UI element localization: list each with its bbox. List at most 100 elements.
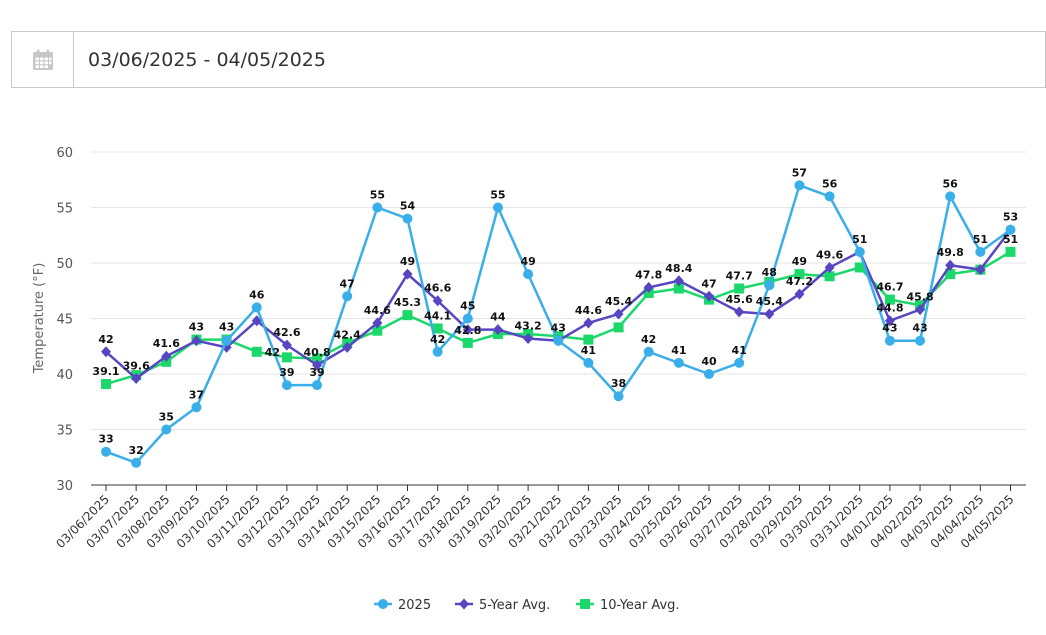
- data-point[interactable]: [251, 346, 262, 357]
- data-point[interactable]: [402, 310, 413, 321]
- data-point[interactable]: [884, 294, 895, 305]
- data-point[interactable]: [372, 317, 383, 329]
- data-point[interactable]: [583, 317, 594, 329]
- data-point[interactable]: [161, 424, 172, 435]
- data-point[interactable]: [673, 275, 684, 287]
- data-point[interactable]: [101, 346, 111, 358]
- data-point[interactable]: [794, 269, 805, 280]
- data-point[interactable]: [101, 446, 111, 457]
- data-point[interactable]: [402, 268, 413, 280]
- data-point[interactable]: [462, 313, 473, 324]
- data-point[interactable]: [854, 246, 865, 257]
- data-point[interactable]: [884, 315, 895, 327]
- data-label: 56: [822, 177, 838, 190]
- data-point[interactable]: [704, 290, 714, 302]
- data-point[interactable]: [673, 357, 684, 368]
- data-point[interactable]: [1005, 224, 1016, 235]
- data-point[interactable]: [191, 335, 202, 347]
- data-point[interactable]: [854, 262, 865, 273]
- data-point[interactable]: [523, 269, 534, 280]
- data-point[interactable]: [583, 334, 594, 345]
- y-tick-label: 30: [56, 479, 73, 494]
- data-label: 45.3: [394, 296, 421, 309]
- data-point[interactable]: [101, 378, 111, 389]
- data-point[interactable]: [342, 341, 353, 353]
- data-point[interactable]: [523, 332, 534, 344]
- data-point[interactable]: [251, 302, 262, 313]
- data-label: 49.8: [937, 246, 964, 259]
- data-point[interactable]: [915, 304, 926, 316]
- data-point[interactable]: [764, 280, 775, 291]
- data-point[interactable]: [432, 323, 443, 334]
- data-point[interactable]: [402, 213, 413, 224]
- data-point[interactable]: [372, 325, 383, 336]
- data-point[interactable]: [131, 372, 142, 384]
- legend-item[interactable]: 2025: [374, 598, 431, 613]
- data-point[interactable]: [643, 287, 654, 298]
- data-point[interactable]: [312, 353, 323, 364]
- data-point[interactable]: [915, 335, 926, 346]
- data-point[interactable]: [824, 271, 835, 282]
- data-point[interactable]: [794, 180, 805, 191]
- data-label: 39: [309, 366, 324, 379]
- date-range-value[interactable]: 03/06/2025 - 04/05/2025: [88, 48, 326, 71]
- data-point[interactable]: [945, 269, 956, 280]
- data-point[interactable]: [312, 380, 323, 391]
- data-point[interactable]: [945, 191, 956, 202]
- data-point[interactable]: [734, 357, 745, 368]
- data-point[interactable]: [281, 352, 292, 363]
- data-point[interactable]: [432, 295, 443, 307]
- data-point[interactable]: [553, 335, 564, 346]
- data-point[interactable]: [643, 281, 654, 293]
- data-point[interactable]: [583, 357, 594, 368]
- data-point[interactable]: [824, 261, 835, 273]
- data-point[interactable]: [372, 202, 383, 213]
- data-label: 33: [98, 433, 113, 446]
- data-label: 55: [490, 189, 505, 202]
- data-point[interactable]: [281, 339, 292, 351]
- data-point[interactable]: [191, 402, 202, 413]
- data-point[interactable]: [462, 324, 473, 336]
- data-point[interactable]: [221, 335, 232, 346]
- data-point[interactable]: [734, 306, 745, 318]
- data-point[interactable]: [131, 457, 142, 468]
- data-point[interactable]: [492, 324, 503, 336]
- data-point[interactable]: [975, 246, 986, 257]
- legend-item[interactable]: 10-Year Avg.: [576, 598, 680, 613]
- data-point[interactable]: [884, 335, 895, 346]
- data-point[interactable]: [432, 346, 443, 357]
- data-point[interactable]: [161, 350, 172, 362]
- legend-item[interactable]: 5-Year Avg.: [455, 598, 550, 613]
- data-label: 43: [189, 321, 204, 334]
- data-label: 46: [249, 288, 265, 301]
- data-point[interactable]: [945, 259, 956, 271]
- series: [101, 180, 1016, 468]
- data-label: 47: [701, 277, 716, 290]
- data-point[interactable]: [613, 391, 624, 402]
- data-label: 42.8: [454, 324, 481, 337]
- data-point[interactable]: [704, 369, 714, 379]
- data-point[interactable]: [734, 283, 745, 294]
- data-point[interactable]: [492, 202, 503, 213]
- data-point[interactable]: [342, 291, 353, 302]
- data-point[interactable]: [643, 346, 654, 357]
- data-label: 44.1: [424, 309, 451, 322]
- data-point[interactable]: [673, 283, 684, 294]
- data-point[interactable]: [975, 264, 986, 276]
- data-point[interactable]: [764, 308, 775, 320]
- data-point[interactable]: [281, 380, 292, 391]
- y-tick-label: 50: [56, 257, 73, 272]
- data-point[interactable]: [251, 315, 262, 327]
- data-point[interactable]: [1005, 246, 1016, 257]
- data-point[interactable]: [462, 337, 473, 348]
- data-point[interactable]: [824, 191, 835, 202]
- data-label: 49: [400, 255, 415, 268]
- data-point[interactable]: [161, 356, 172, 367]
- data-point[interactable]: [613, 322, 624, 333]
- data-point[interactable]: [613, 308, 624, 320]
- legend-marker: [378, 599, 388, 609]
- calendar-button[interactable]: [12, 32, 74, 87]
- data-point[interactable]: [312, 359, 323, 371]
- data-point[interactable]: [794, 288, 805, 300]
- date-range-picker[interactable]: 03/06/2025 - 04/05/2025: [11, 31, 1046, 88]
